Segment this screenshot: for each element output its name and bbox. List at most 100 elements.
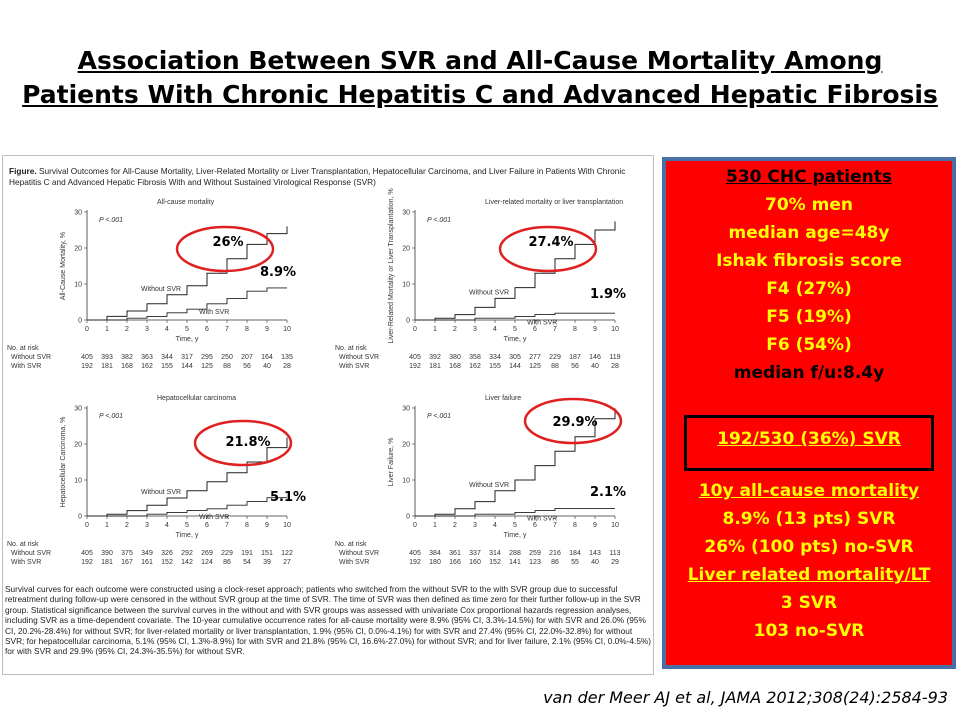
x-tick-label: 6 — [533, 326, 537, 333]
x-tick-label: 4 — [493, 522, 497, 529]
x-tick-label: 7 — [225, 326, 229, 333]
y-tick-label: 30 — [74, 210, 82, 217]
panel-title: Liver-related mortality or liver transpl… — [485, 199, 623, 206]
summary-line: 3 SVR — [780, 593, 838, 613]
summary-line: 103 no-SVR — [753, 621, 865, 641]
risk-value: 135 — [281, 354, 293, 361]
risk-value: 155 — [161, 363, 173, 370]
risk-value: 184 — [569, 550, 581, 557]
title-line-1: Association Between SVR and All-Cause Mo… — [77, 46, 883, 75]
x-axis-label: Time, y — [504, 336, 527, 343]
risk-value: 162 — [469, 363, 481, 370]
highlight-circle — [498, 225, 598, 273]
x-tick-label: 2 — [453, 522, 457, 529]
x-axis-label: Time, y — [176, 532, 199, 539]
summary-line: median age=48y — [728, 223, 890, 243]
series-label-with-svr: With SVR — [527, 516, 557, 523]
highlight-circle — [175, 225, 275, 273]
y-tick-label: 10 — [74, 282, 82, 289]
x-tick-label: 0 — [413, 522, 417, 529]
risk-value: 181 — [101, 363, 113, 370]
p-value: P <.001 — [99, 217, 123, 224]
risk-value: 143 — [589, 550, 601, 557]
risk-value: 207 — [241, 354, 253, 361]
risk-value: 192 — [81, 363, 93, 370]
risk-value: 86 — [223, 559, 231, 566]
x-tick-label: 9 — [593, 522, 597, 529]
without-svr-curve — [415, 221, 616, 321]
risk-value: 181 — [429, 363, 441, 370]
risk-table-header: No. at risk — [7, 345, 39, 352]
x-tick-label: 2 — [453, 326, 457, 333]
y-tick-label: 20 — [402, 246, 410, 253]
summary-line: Ishak fibrosis score — [716, 251, 902, 271]
x-tick-label: 0 — [85, 522, 89, 529]
risk-value: 39 — [263, 559, 271, 566]
risk-value: 393 — [101, 354, 113, 361]
x-tick-label: 8 — [573, 522, 577, 529]
x-tick-label: 10 — [611, 326, 619, 333]
y-tick-label: 10 — [402, 282, 410, 289]
risk-value: 29 — [611, 559, 619, 566]
x-axis-label: Time, y — [176, 336, 199, 343]
series-label-without-svr: Without SVR — [469, 289, 509, 296]
risk-value: 151 — [261, 550, 273, 557]
without-svr-rate: 27.4% — [528, 235, 573, 250]
x-tick-label: 1 — [433, 326, 437, 333]
y-tick-label: 10 — [402, 478, 410, 485]
risk-value: 288 — [509, 550, 521, 557]
risk-value: 161 — [141, 559, 153, 566]
risk-row-label: Without SVR — [339, 354, 379, 361]
risk-value: 28 — [283, 363, 291, 370]
series-label-with-svr: With SVR — [199, 514, 229, 521]
without-svr-curve — [87, 226, 288, 321]
series-label-without-svr: Without SVR — [141, 489, 181, 496]
risk-value: 86 — [551, 559, 559, 566]
x-tick-label: 2 — [125, 522, 129, 529]
x-tick-label: 5 — [185, 522, 189, 529]
figure-caption-text: Survival Outcomes for All-Cause Mortalit… — [9, 166, 626, 187]
x-tick-label: 3 — [473, 522, 477, 529]
summary-line: F4 (27%) — [766, 279, 852, 299]
risk-value: 349 — [141, 550, 153, 557]
risk-value: 229 — [221, 550, 233, 557]
y-tick-label: 20 — [74, 246, 82, 253]
risk-value: 326 — [161, 550, 173, 557]
risk-value: 405 — [409, 354, 421, 361]
x-tick-label: 6 — [533, 522, 537, 529]
x-tick-label: 10 — [611, 522, 619, 529]
risk-row-label: With SVR — [339, 363, 369, 370]
y-axis-label: Liver-Related Mortality or Liver Transpl… — [388, 188, 395, 343]
risk-value: 166 — [449, 559, 461, 566]
risk-value: 380 — [449, 354, 461, 361]
y-tick-label: 20 — [74, 442, 82, 449]
risk-value: 113 — [609, 550, 620, 557]
title-line-2: Patients With Chronic Hepatitis C and Ad… — [22, 80, 938, 109]
x-tick-label: 8 — [245, 522, 249, 529]
x-tick-label: 9 — [593, 326, 597, 333]
risk-value: 269 — [201, 550, 213, 557]
p-value: P <.001 — [427, 217, 451, 224]
risk-value: 337 — [469, 550, 481, 557]
risk-value: 27 — [283, 559, 291, 566]
y-tick-label: 20 — [402, 442, 410, 449]
x-tick-label: 8 — [573, 326, 577, 333]
risk-value: 180 — [429, 559, 441, 566]
summary-line: 192/530 (36%) SVR — [717, 429, 901, 449]
risk-value: 152 — [489, 559, 501, 566]
citation: van der Meer AJ et al, JAMA 2012;308(24)… — [543, 688, 948, 707]
risk-value: 28 — [611, 363, 619, 370]
risk-value: 146 — [589, 354, 601, 361]
summary-line: median f/u:8.4y — [733, 363, 885, 383]
risk-value: 392 — [429, 354, 441, 361]
risk-value: 292 — [181, 550, 193, 557]
without-svr-curve — [87, 437, 288, 517]
risk-value: 344 — [161, 354, 173, 361]
risk-value: 181 — [101, 559, 113, 566]
figure-caption-label: Figure. — [9, 166, 37, 176]
risk-value: 358 — [469, 354, 481, 361]
x-tick-label: 10 — [283, 326, 291, 333]
y-tick-label: 0 — [406, 318, 410, 325]
series-label-without-svr: Without SVR — [469, 482, 509, 489]
